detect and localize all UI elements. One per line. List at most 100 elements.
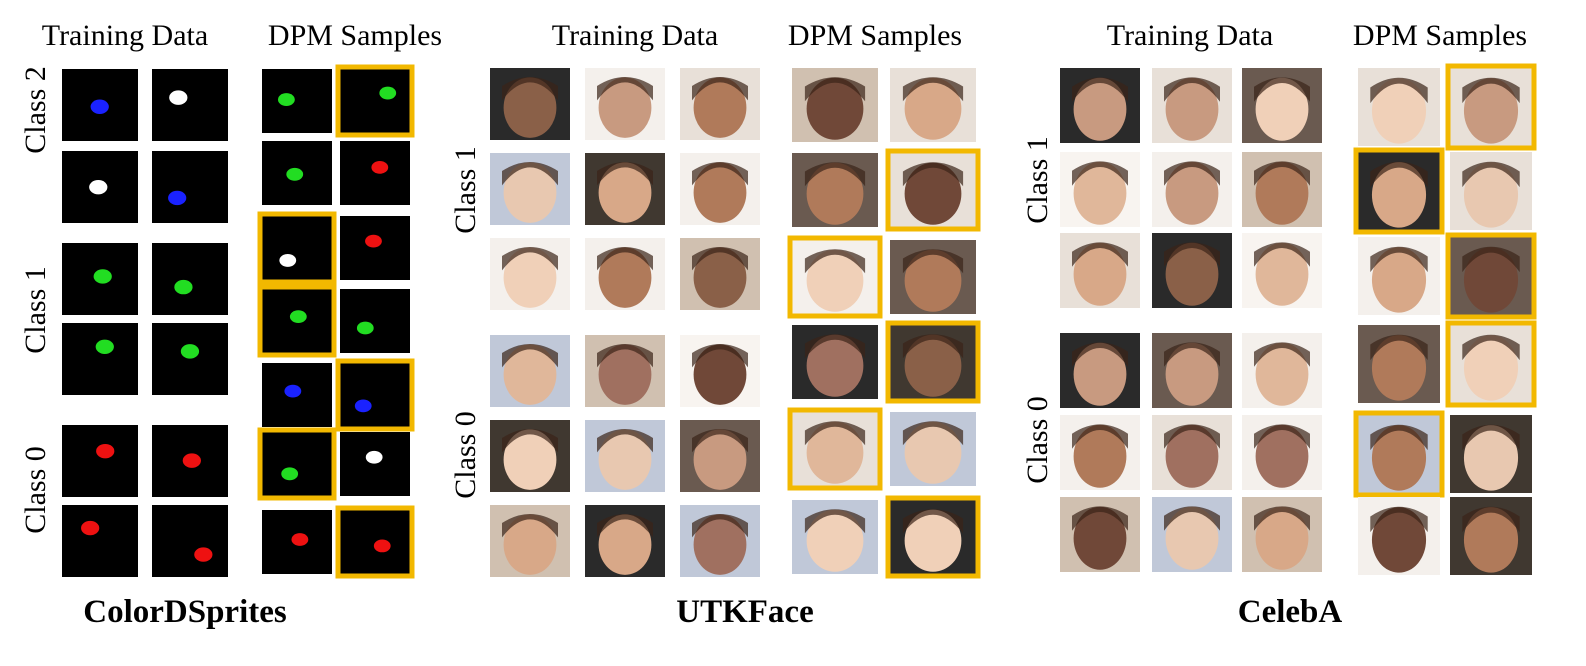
hair	[1254, 242, 1310, 267]
hair	[597, 429, 653, 453]
sprite	[356, 321, 374, 335]
sprite	[93, 269, 112, 284]
face	[1165, 424, 1219, 488]
tile	[340, 69, 410, 133]
highlight-box	[1353, 410, 1445, 498]
panel-title: UTKFace	[676, 594, 813, 630]
face	[806, 162, 864, 225]
hair	[1462, 424, 1520, 451]
sprite	[379, 86, 397, 100]
tile	[340, 216, 410, 280]
tile	[152, 69, 228, 141]
face	[904, 249, 962, 312]
hair	[1164, 161, 1220, 186]
hair	[1072, 506, 1128, 531]
face	[1255, 77, 1309, 141]
highlight-box	[335, 358, 415, 432]
sprite	[180, 344, 200, 359]
sprite	[354, 399, 372, 413]
highlight-box	[787, 235, 883, 319]
face	[503, 247, 557, 308]
sprite	[279, 254, 297, 267]
hair	[1370, 506, 1428, 533]
class-label: Class 2	[19, 66, 52, 154]
sprite	[168, 190, 187, 206]
hair	[1370, 161, 1428, 188]
class-label: Class 1	[19, 266, 52, 354]
hair	[902, 421, 964, 446]
hair	[1164, 424, 1220, 449]
hair	[1254, 77, 1310, 102]
sprite	[90, 99, 109, 114]
hair	[1254, 506, 1310, 531]
hair	[804, 162, 866, 187]
face	[904, 334, 962, 397]
hair	[1370, 77, 1428, 104]
hair	[804, 249, 866, 274]
sprite	[286, 167, 304, 181]
hair	[692, 247, 748, 271]
face	[806, 509, 864, 572]
hair	[1072, 242, 1128, 267]
face	[806, 249, 864, 312]
face	[1073, 506, 1127, 570]
face	[503, 344, 557, 405]
face	[693, 429, 747, 490]
face	[1165, 77, 1219, 141]
face	[1463, 507, 1519, 573]
hair	[1164, 77, 1220, 102]
column-header: Training Data	[42, 19, 208, 52]
hair	[597, 162, 653, 186]
hair	[1072, 424, 1128, 449]
highlight-box	[257, 284, 337, 358]
highlight-box	[787, 407, 883, 491]
tile	[262, 432, 332, 496]
sprite	[96, 443, 115, 459]
face	[503, 514, 557, 575]
highlight-box	[335, 64, 415, 138]
hair	[502, 344, 558, 368]
column-header: DPM Samples	[788, 19, 962, 52]
sprite	[194, 547, 213, 562]
face	[1165, 342, 1219, 406]
sprite	[169, 90, 188, 105]
face	[1165, 506, 1219, 570]
tile	[340, 141, 410, 205]
face	[598, 514, 652, 575]
face	[1463, 335, 1519, 401]
hair	[597, 77, 653, 101]
face	[693, 514, 747, 575]
hair	[1254, 161, 1310, 186]
face	[1073, 424, 1127, 488]
highlight-box	[885, 495, 981, 579]
face	[693, 344, 747, 405]
face	[904, 162, 962, 225]
tile	[340, 289, 410, 353]
hair	[692, 429, 748, 453]
class-label: Class 1	[449, 146, 482, 234]
tile	[152, 151, 228, 223]
hair	[1370, 424, 1428, 451]
class-label: Class 1	[1021, 136, 1054, 224]
panel-title: ColorDSprites	[83, 594, 287, 630]
hair	[1370, 334, 1428, 361]
sprite	[174, 279, 193, 295]
hair	[1462, 334, 1520, 361]
highlight-box	[885, 320, 981, 404]
panel-title: CelebA	[1238, 594, 1343, 630]
face	[598, 247, 652, 308]
tile	[152, 323, 228, 395]
hair	[692, 162, 748, 186]
tile	[262, 216, 332, 280]
face	[1255, 424, 1309, 488]
tile	[62, 425, 138, 497]
face	[1165, 242, 1219, 306]
sprite	[284, 384, 302, 398]
face	[503, 77, 557, 138]
face	[598, 344, 652, 405]
hair	[502, 247, 558, 271]
hair	[1254, 342, 1310, 367]
hair	[902, 334, 964, 359]
tile	[62, 505, 138, 577]
